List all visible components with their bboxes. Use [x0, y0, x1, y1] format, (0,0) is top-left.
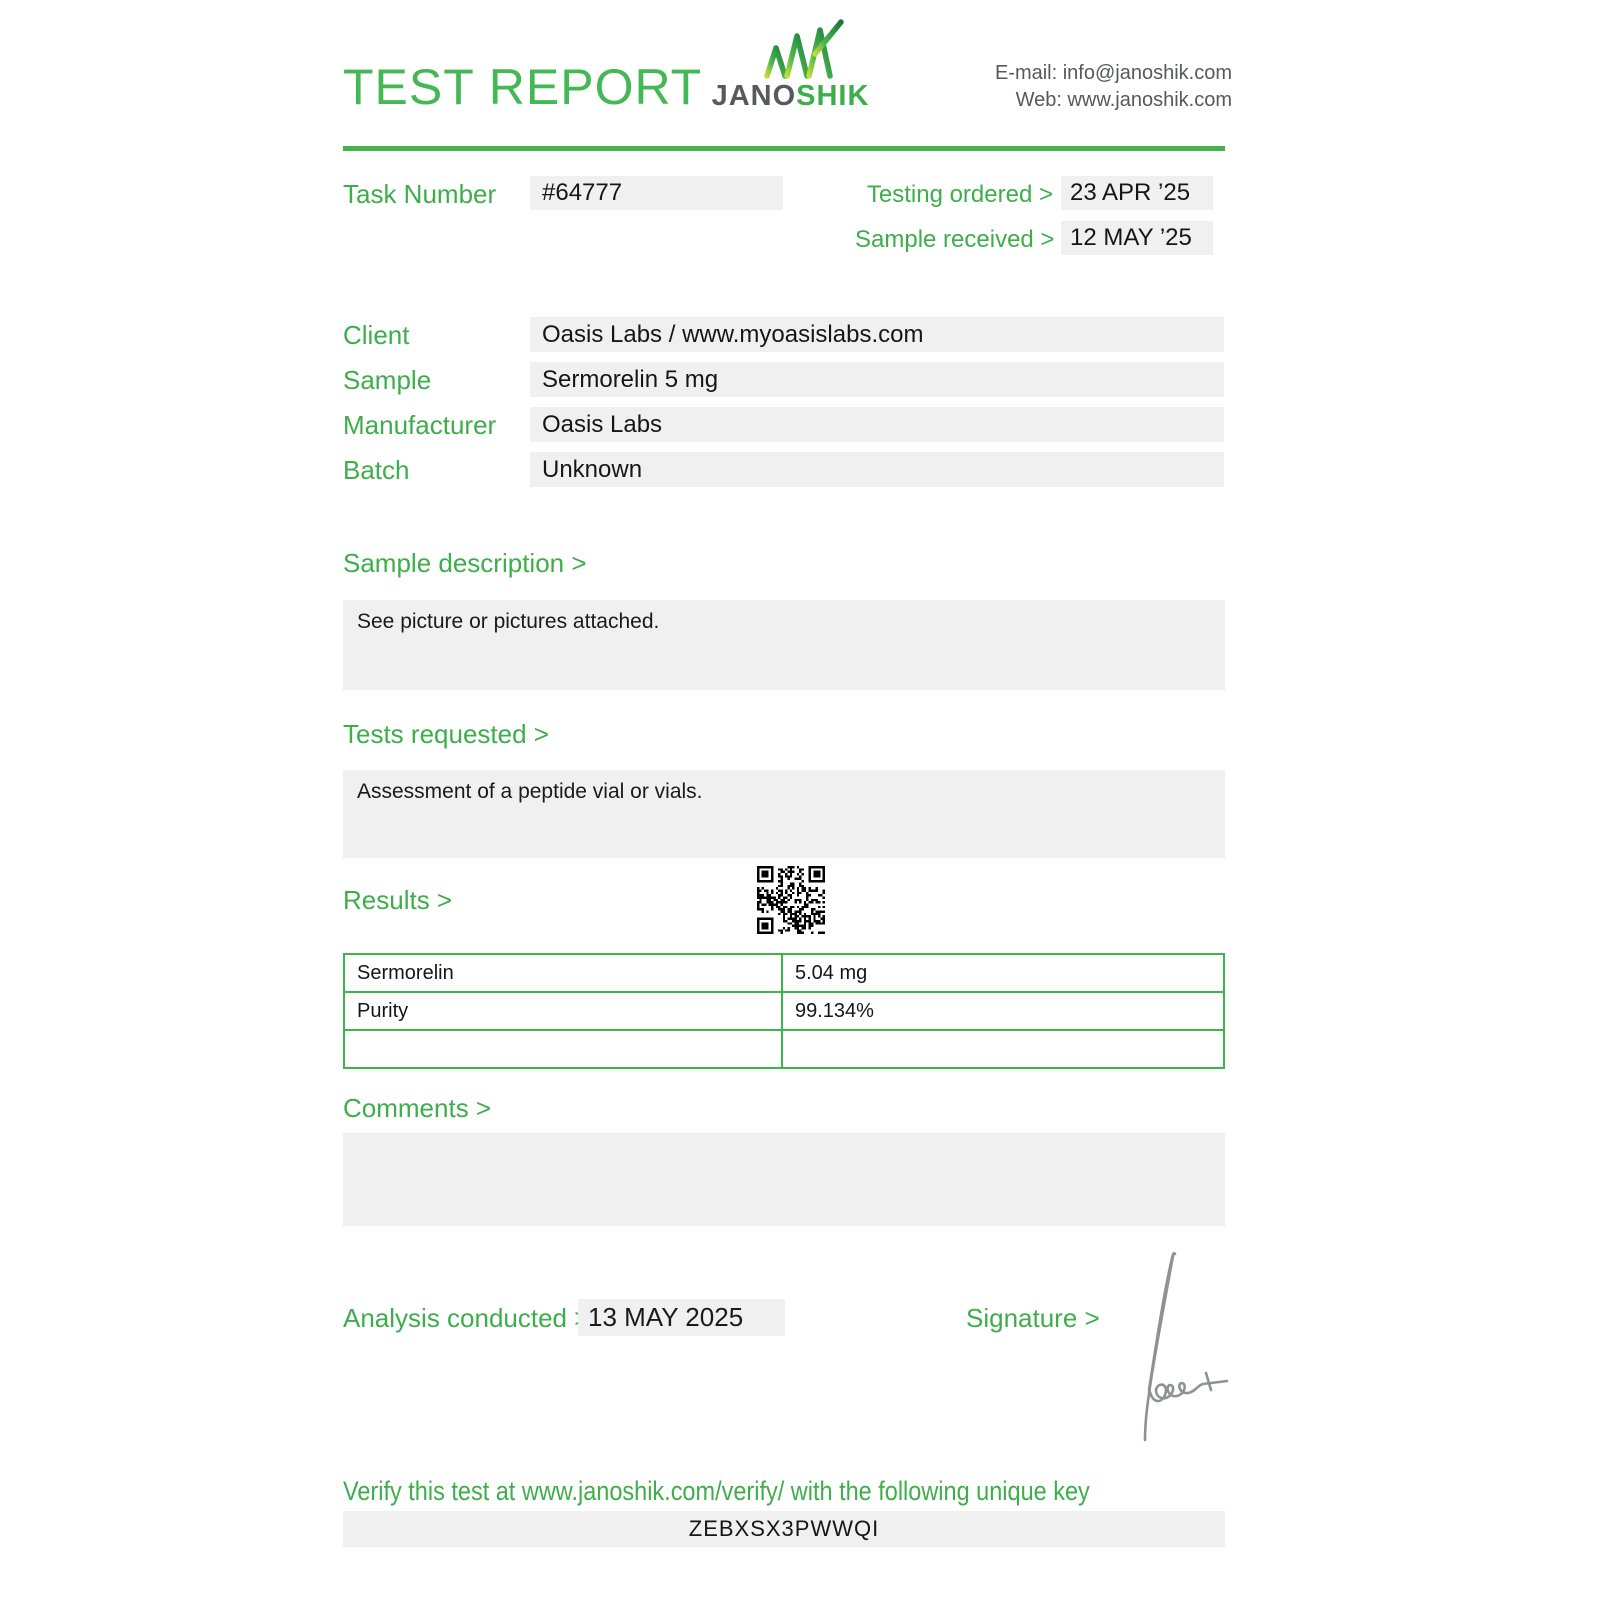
result-value: 5.04 mg	[781, 953, 1225, 993]
client-label: Client	[343, 320, 410, 350]
analysis-date-value: 13 MAY 2025	[578, 1299, 785, 1336]
comments-heading: Comments >	[343, 1093, 492, 1123]
manufacturer-label: Manufacturer	[343, 410, 497, 440]
results-heading: Results >	[343, 885, 453, 915]
sample-description-text: See picture or pictures attached.	[357, 610, 660, 633]
task-number-value: #64777	[530, 176, 783, 210]
sample-label: Sample	[343, 365, 432, 395]
result-value: 99.134%	[781, 991, 1225, 1031]
sample-description-heading: Sample description >	[343, 548, 587, 578]
result-name	[343, 1029, 783, 1069]
manufacturer-value: Oasis Labs	[530, 407, 1224, 442]
brand-wordmark: JANOSHIK	[703, 80, 878, 113]
verify-instruction: Verify this test at www.janoshik.com/ver…	[343, 1476, 1090, 1506]
sample-received-value: 12 MAY ’25	[1061, 221, 1213, 255]
table-row	[343, 1029, 1225, 1069]
comments-box	[343, 1133, 1225, 1226]
tests-requested-heading: Tests requested >	[343, 719, 549, 749]
results-table: Sermorelin 5.04 mg Purity 99.134%	[343, 953, 1225, 1069]
analysis-conducted-label: Analysis conducted >	[343, 1303, 590, 1333]
sample-value: Sermorelin 5 mg	[530, 362, 1224, 397]
page-title: TEST REPORT	[343, 59, 703, 115]
result-name: Sermorelin	[343, 953, 783, 993]
table-row: Purity 99.134%	[343, 991, 1225, 1031]
verify-key: ZEBXSX3PWWQI	[343, 1511, 1225, 1547]
table-row: Sermorelin 5.04 mg	[343, 953, 1225, 993]
task-number-label: Task Number	[343, 179, 497, 209]
sample-description-box: See picture or pictures attached.	[343, 600, 1225, 690]
result-name: Purity	[343, 991, 783, 1031]
batch-label: Batch	[343, 455, 410, 485]
header-divider	[343, 146, 1225, 151]
signature-label: Signature >	[966, 1303, 1100, 1333]
result-value	[781, 1029, 1225, 1069]
contact-email: E-mail: info@janoshik.com	[994, 62, 1232, 84]
testing-ordered-label: Testing ordered >	[866, 181, 1053, 208]
signature-image	[1143, 1251, 1229, 1442]
tests-requested-box: Assessment of a peptide vial or vials.	[343, 770, 1225, 858]
batch-value: Unknown	[530, 452, 1224, 487]
brand-wordmark-right: SHIK	[796, 80, 870, 112]
contact-web: Web: www.janoshik.com	[1015, 89, 1232, 111]
contact-info: E-mail: info@janoshik.com Web: www.janos…	[995, 60, 1232, 114]
tests-requested-text: Assessment of a peptide vial or vials.	[357, 780, 703, 803]
testing-ordered-value: 23 APR ’25	[1061, 176, 1213, 210]
sample-received-label: Sample received >	[855, 226, 1055, 253]
chart-logo-icon	[764, 19, 844, 79]
client-value: Oasis Labs / www.myoasislabs.com	[530, 317, 1224, 352]
brand-wordmark-left: JANO	[711, 80, 797, 112]
qr-code	[757, 866, 825, 934]
